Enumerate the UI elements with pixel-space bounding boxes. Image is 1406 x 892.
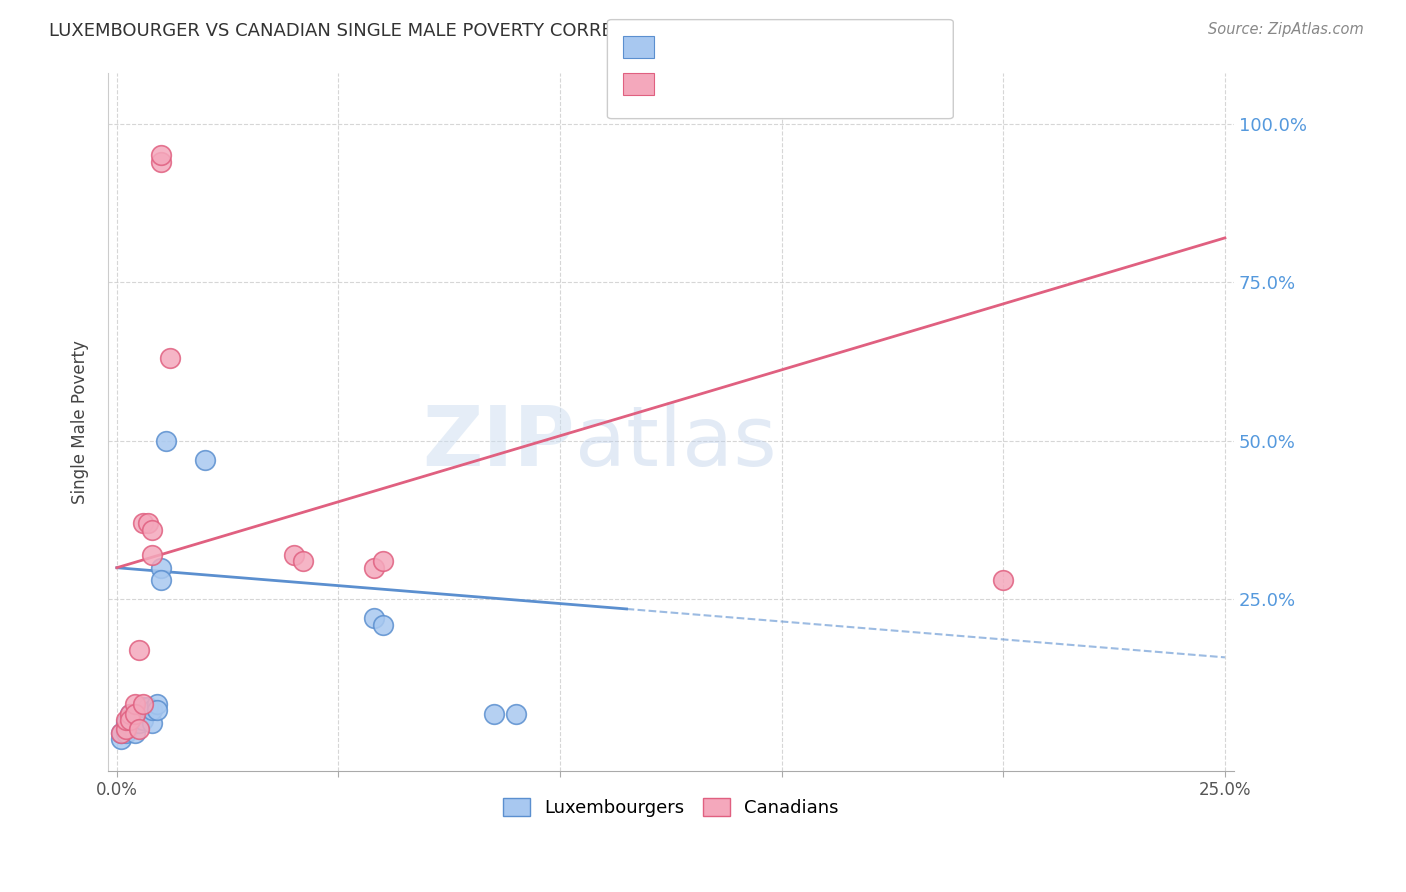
- Point: [292, 554, 315, 568]
- Point: [128, 706, 150, 721]
- Point: [155, 434, 177, 448]
- Point: [120, 719, 142, 733]
- Point: [150, 560, 173, 574]
- Text: N =: N =: [806, 37, 845, 55]
- Point: [150, 574, 173, 588]
- Point: [124, 697, 146, 711]
- Point: [120, 713, 142, 727]
- Text: R =: R =: [662, 37, 702, 55]
- Text: N =: N =: [806, 75, 845, 93]
- Point: [132, 516, 155, 531]
- Point: [110, 731, 132, 746]
- Text: Source: ZipAtlas.com: Source: ZipAtlas.com: [1208, 22, 1364, 37]
- Point: [128, 716, 150, 731]
- Y-axis label: Single Male Poverty: Single Male Poverty: [72, 340, 89, 504]
- Point: [371, 554, 394, 568]
- Text: ZIP: ZIP: [423, 402, 575, 483]
- Text: LUXEMBOURGER VS CANADIAN SINGLE MALE POVERTY CORRELATION CHART: LUXEMBOURGER VS CANADIAN SINGLE MALE POV…: [49, 22, 745, 40]
- Point: [110, 725, 132, 739]
- Point: [132, 713, 155, 727]
- Point: [150, 148, 173, 162]
- Point: [124, 725, 146, 739]
- Text: 22: 22: [844, 75, 869, 93]
- Point: [128, 643, 150, 657]
- Point: [194, 453, 217, 467]
- Point: [128, 723, 150, 737]
- Point: [120, 706, 142, 721]
- Point: [136, 700, 159, 714]
- Point: [132, 697, 155, 711]
- Point: [136, 516, 159, 531]
- Point: [145, 697, 167, 711]
- Point: [141, 716, 163, 731]
- Text: 25: 25: [844, 37, 869, 55]
- Point: [124, 706, 146, 721]
- Point: [363, 560, 385, 574]
- Text: R =: R =: [662, 75, 707, 93]
- Point: [114, 713, 136, 727]
- Point: [371, 617, 394, 632]
- Text: 0.299: 0.299: [700, 75, 756, 93]
- Point: [141, 703, 163, 717]
- Point: [283, 548, 305, 562]
- Text: atlas: atlas: [575, 402, 778, 483]
- Point: [993, 574, 1015, 588]
- Point: [150, 154, 173, 169]
- Point: [120, 706, 142, 721]
- Point: [114, 723, 136, 737]
- Point: [110, 725, 132, 739]
- Point: [114, 716, 136, 731]
- Legend: Luxembourgers, Canadians: Luxembourgers, Canadians: [496, 790, 846, 824]
- Point: [363, 611, 385, 625]
- Point: [124, 713, 146, 727]
- Point: [159, 351, 181, 366]
- Point: [141, 523, 163, 537]
- Text: -0.205: -0.205: [700, 37, 765, 55]
- Point: [505, 706, 527, 721]
- Point: [114, 725, 136, 739]
- Point: [132, 700, 155, 714]
- Point: [141, 548, 163, 562]
- Point: [482, 706, 505, 721]
- Point: [145, 703, 167, 717]
